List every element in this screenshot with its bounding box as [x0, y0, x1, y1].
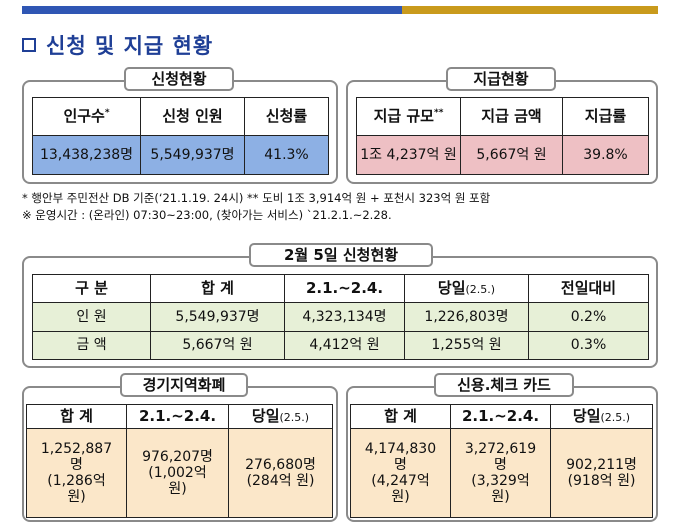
header-population: 인구수*	[32, 97, 141, 136]
cell-total: 4,174,830 명 (4,247억 원)	[350, 428, 451, 518]
cell-line: (918억 원)	[567, 473, 636, 489]
header-period: 2.1.~2.4.	[126, 404, 229, 429]
value-payment-scale: 1조 4,237억 원	[356, 135, 461, 175]
cell-today: 276,680명 (284억 원)	[228, 428, 333, 518]
cell-line: (1,286억	[47, 473, 106, 489]
cell-category: 금 액	[32, 330, 151, 360]
header-population-label: 인구수	[63, 106, 105, 125]
cell-line: 276,680명	[245, 456, 316, 473]
header-total: 합 계	[26, 404, 127, 429]
header-today: 당일(2.5.)	[228, 404, 333, 429]
cell-period: 976,207명 (1,002억 원)	[126, 428, 229, 518]
cell-line: (284억 원)	[246, 473, 315, 489]
cell-today: 1,255억 원	[404, 330, 529, 360]
cell-line: (3,329억	[471, 473, 530, 489]
cell-line: (1,002억	[148, 464, 207, 481]
payment-header-row: 지급 규모** 지급 금액 지급률	[356, 97, 649, 136]
cell-today: 1,226,803명	[404, 302, 529, 332]
header-vs-previous: 전일대비	[528, 274, 649, 303]
section-title: 신청 및 지급 현황	[46, 34, 214, 58]
cell-vs-previous: 0.2%	[528, 302, 649, 332]
local-currency-header-row: 합 계 2.1.~2.4. 당일(2.5.)	[26, 404, 333, 429]
payment-tag: 지급현황	[446, 67, 556, 91]
cell-category: 인 원	[32, 302, 151, 332]
cell-line: 976,207명	[142, 448, 213, 465]
cell-period: 3,272,619 명 (3,329억 원)	[450, 428, 551, 518]
cell-line: (4,247억	[371, 473, 430, 489]
daily-tag: 2월 5일 신청현황	[249, 243, 433, 267]
header-applicants: 신청 인원	[140, 97, 245, 136]
top-bar-blue	[22, 6, 402, 14]
cell-period: 4,323,134명	[284, 302, 405, 332]
daily-row-people: 인 원 5,549,937명 4,323,134명 1,226,803명 0.2…	[32, 302, 649, 332]
daily-table: 구 분 합 계 2.1.~2.4. 당일(2.5.) 전일대비 인 원 5,54…	[32, 274, 649, 360]
cell-line: 902,211명	[566, 456, 637, 473]
header-payment-rate: 지급률	[562, 97, 649, 136]
payment-value-row: 1조 4,237억 원 5,667억 원 39.8%	[356, 135, 649, 175]
header-total: 합 계	[150, 274, 285, 303]
cell-line: 명	[494, 456, 507, 473]
value-payment-amount: 5,667억 원	[460, 135, 563, 175]
cell-line: 3,272,619	[464, 440, 537, 457]
checkbox-square-icon	[22, 38, 36, 52]
header-payment-scale: 지급 규모**	[356, 97, 461, 136]
local-currency-table: 합 계 2.1.~2.4. 당일(2.5.) 1,252,887 명 (1,28…	[26, 404, 333, 518]
header-total: 합 계	[350, 404, 451, 429]
header-today-date: (2.5.)	[465, 282, 496, 296]
card-table: 합 계 2.1.~2.4. 당일(2.5.) 4,174,830 명 (4,24…	[350, 404, 653, 518]
footnote-1: * 행안부 주민전산 DB 기준(‘21.1.19. 24시) ** 도비 1조…	[22, 191, 491, 205]
header-today-label: 당일	[437, 278, 466, 297]
header-application-rate: 신청률	[244, 97, 329, 136]
header-today-label: 당일	[251, 406, 280, 425]
application-tag: 신청현황	[124, 67, 234, 91]
value-payment-rate: 39.8%	[562, 135, 649, 175]
cell-line: 원)	[491, 489, 510, 506]
header-today: 당일(2.5.)	[404, 274, 529, 303]
application-header-row: 인구수* 신청 인원 신청률	[32, 97, 329, 136]
header-payment-amount: 지급 금액	[460, 97, 563, 136]
header-today-date: (2.5.)	[600, 410, 631, 424]
card-header-row: 합 계 2.1.~2.4. 당일(2.5.)	[350, 404, 653, 429]
value-applicants: 5,549,937명	[140, 135, 245, 175]
local-currency-value-row: 1,252,887 명 (1,286억 원) 976,207명 (1,002억 …	[26, 428, 333, 518]
cell-line: 4,174,830	[364, 440, 437, 457]
cell-total: 5,667억 원	[150, 330, 285, 360]
header-period: 2.1.~2.4.	[450, 404, 551, 429]
daily-header-row: 구 분 합 계 2.1.~2.4. 당일(2.5.) 전일대비	[32, 274, 649, 303]
footnote-mark: **	[434, 107, 444, 118]
cell-line: 1,252,887	[40, 440, 113, 457]
value-population: 13,438,238명	[32, 135, 141, 175]
card-value-row: 4,174,830 명 (4,247억 원) 3,272,619 명 (3,32…	[350, 428, 653, 518]
payment-table: 지급 규모** 지급 금액 지급률 1조 4,237억 원 5,667억 원 3…	[356, 97, 649, 175]
header-today-label: 당일	[572, 406, 601, 425]
cell-vs-previous: 0.3%	[528, 330, 649, 360]
cell-line: 원)	[67, 489, 86, 506]
footnote-2: ※ 운영시간 : (온라인) 07:30~23:00, (찾아가는 서비스) `…	[22, 208, 392, 222]
cell-line: 원)	[168, 481, 187, 498]
top-accent-bar	[22, 6, 658, 14]
section-heading: 신청 및 지급 현황	[22, 30, 213, 60]
top-bar-gold	[402, 6, 658, 14]
header-payment-scale-label: 지급 규모	[373, 106, 434, 125]
header-today: 당일(2.5.)	[550, 404, 653, 429]
cell-total: 1,252,887 명 (1,286억 원)	[26, 428, 127, 518]
header-category: 구 분	[32, 274, 151, 303]
header-period: 2.1.~2.4.	[284, 274, 405, 303]
footnote-mark: *	[104, 107, 110, 118]
cell-total: 5,549,937명	[150, 302, 285, 332]
cell-line: 명	[70, 456, 83, 473]
application-value-row: 13,438,238명 5,549,937명 41.3%	[32, 135, 329, 175]
value-application-rate: 41.3%	[244, 135, 329, 175]
cell-today: 902,211명 (918억 원)	[550, 428, 653, 518]
cell-line: 명	[394, 456, 407, 473]
card-tag: 신용.체크 카드	[434, 373, 574, 397]
daily-row-amount: 금 액 5,667억 원 4,412억 원 1,255억 원 0.3%	[32, 330, 649, 360]
cell-period: 4,412억 원	[284, 330, 405, 360]
application-table: 인구수* 신청 인원 신청률 13,438,238명 5,549,937명 41…	[32, 97, 329, 175]
cell-line: 원)	[391, 489, 410, 506]
local-currency-tag: 경기지역화폐	[120, 373, 248, 397]
header-today-date: (2.5.)	[279, 410, 310, 424]
